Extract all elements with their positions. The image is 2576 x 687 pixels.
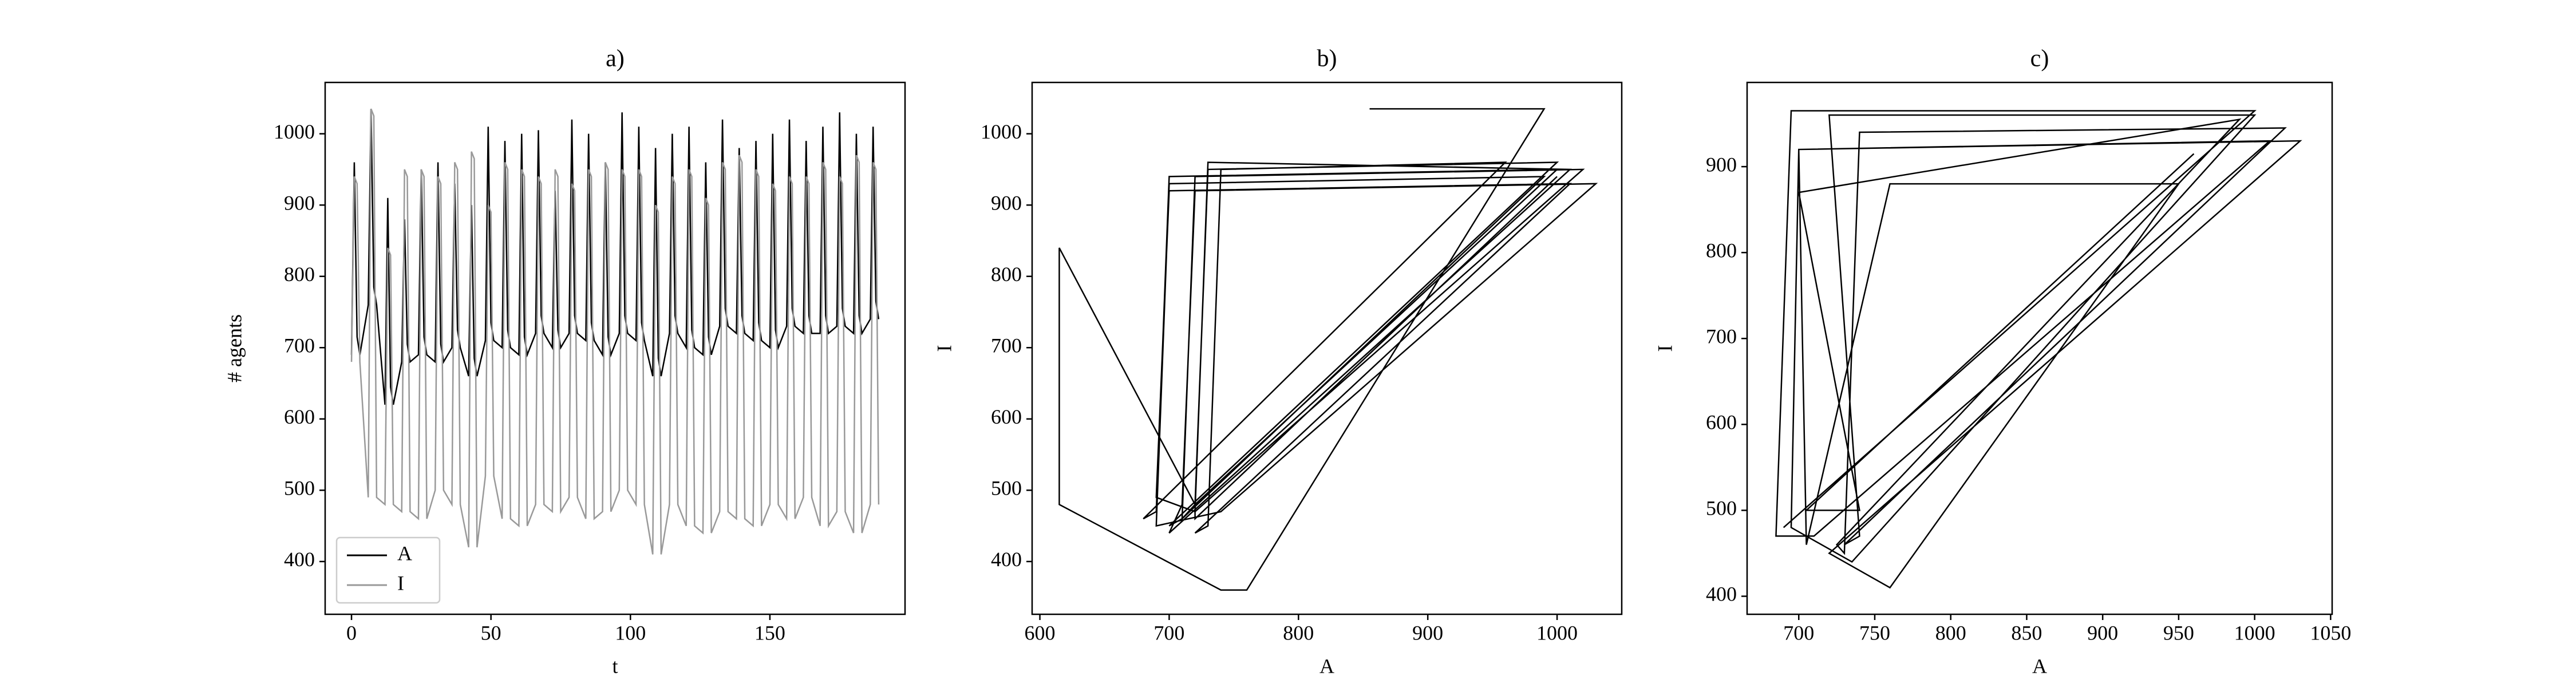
y-tick-label: 700 bbox=[991, 334, 1022, 357]
plot-area bbox=[350, 108, 880, 555]
x-axis-label: t bbox=[612, 654, 618, 677]
y-axis-label: I bbox=[1653, 345, 1676, 352]
y-axis-label: # agents bbox=[223, 314, 246, 382]
x-axis-label: A bbox=[2032, 654, 2047, 677]
x-axis-label: A bbox=[1319, 654, 1334, 677]
subplot-title: b) bbox=[1317, 46, 1337, 72]
x-tick-label: 600 bbox=[1025, 621, 1056, 644]
y-tick-label: 600 bbox=[1706, 411, 1737, 434]
x-tick-label: 50 bbox=[481, 621, 501, 644]
x-tick-label: 1000 bbox=[2234, 621, 2275, 644]
y-tick-label: 900 bbox=[1706, 153, 1737, 176]
y-tick-label: 600 bbox=[991, 405, 1022, 428]
x-tick-label: 800 bbox=[1935, 621, 1966, 644]
y-tick-label: 400 bbox=[284, 548, 315, 571]
subplot-title: a) bbox=[606, 46, 625, 72]
x-tick-label: 700 bbox=[1153, 621, 1184, 644]
data-line bbox=[350, 108, 880, 555]
plot-area bbox=[1058, 108, 1598, 591]
x-tick-label: 0 bbox=[346, 621, 357, 644]
y-tick-label: 400 bbox=[991, 548, 1022, 571]
y-axis-label: I bbox=[933, 345, 955, 352]
subplot-title: c) bbox=[2030, 46, 2049, 72]
y-tick-label: 400 bbox=[1706, 583, 1737, 606]
y-tick-label: 900 bbox=[991, 191, 1022, 214]
y-tick-label: 800 bbox=[991, 263, 1022, 286]
x-tick-label: 700 bbox=[1783, 621, 1814, 644]
y-tick-label: 500 bbox=[284, 477, 315, 500]
y-tick-label: 600 bbox=[284, 405, 315, 428]
data-line bbox=[1775, 110, 2302, 589]
y-tick-label: 800 bbox=[284, 263, 315, 286]
y-tick-label: 500 bbox=[991, 477, 1022, 500]
y-tick-label: 700 bbox=[1706, 325, 1737, 348]
legend-box bbox=[335, 536, 441, 604]
plot-area bbox=[1775, 110, 2302, 589]
x-tick-label: 750 bbox=[1859, 621, 1890, 644]
x-tick-label: 100 bbox=[615, 621, 646, 644]
axes-frame bbox=[324, 81, 906, 615]
y-tick-label: 900 bbox=[284, 191, 315, 214]
y-tick-label: 800 bbox=[1706, 239, 1737, 262]
x-tick-label: 900 bbox=[2087, 621, 2118, 644]
axes-frame bbox=[1746, 81, 2333, 615]
data-line bbox=[350, 109, 880, 405]
x-tick-label: 800 bbox=[1283, 621, 1314, 644]
legend-label: A bbox=[397, 542, 412, 564]
y-tick-label: 1000 bbox=[274, 120, 315, 143]
y-tick-label: 1000 bbox=[981, 120, 1022, 143]
x-tick-label: 150 bbox=[754, 621, 785, 644]
x-tick-label: 1050 bbox=[2310, 621, 2351, 644]
x-tick-label: 900 bbox=[1412, 621, 1443, 644]
x-tick-label: 1000 bbox=[1536, 621, 1578, 644]
legend-label: I bbox=[397, 571, 404, 594]
x-tick-label: 950 bbox=[2163, 621, 2194, 644]
y-tick-label: 500 bbox=[1706, 497, 1737, 520]
x-tick-label: 850 bbox=[2011, 621, 2042, 644]
y-tick-label: 700 bbox=[284, 334, 315, 357]
data-line bbox=[1058, 108, 1598, 591]
